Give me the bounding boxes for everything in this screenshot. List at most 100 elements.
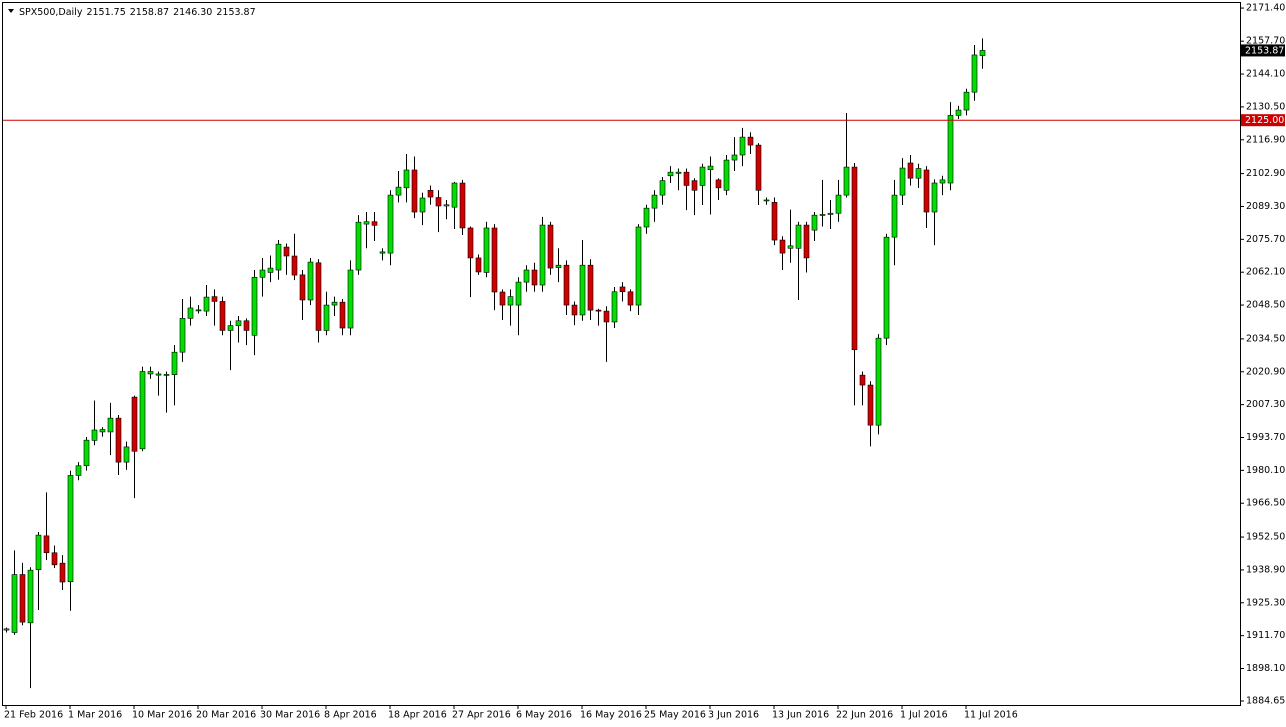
candle	[947, 102, 954, 191]
candle-body	[251, 276, 258, 336]
plot-frame	[2, 2, 1241, 706]
candle	[571, 301, 578, 326]
candle	[187, 296, 194, 326]
candle	[827, 199, 834, 229]
candle-body	[411, 169, 418, 213]
candle-body	[155, 373, 162, 376]
menu-arrow[interactable]	[8, 9, 14, 13]
candle-body	[715, 179, 722, 189]
x-tick-label: 6 May 2016	[516, 710, 572, 721]
candle-body	[779, 239, 786, 254]
candle	[83, 437, 90, 471]
candle-body	[475, 257, 482, 273]
candle	[659, 176, 666, 205]
candle	[19, 562, 26, 626]
candle-body	[451, 182, 458, 208]
x-tick-label: 11 Jul 2016	[964, 710, 1018, 721]
y-tick-label: 1993.70	[1246, 432, 1285, 443]
candle	[843, 112, 850, 198]
candle	[867, 381, 874, 447]
candle	[587, 259, 594, 321]
candle-body	[875, 337, 882, 426]
candle-body	[259, 269, 266, 278]
candle-body	[491, 227, 498, 293]
candle	[355, 215, 362, 275]
candle-body	[267, 267, 274, 273]
x-tick-label: 16 May 2016	[580, 710, 642, 721]
y-tick-label: 2007.30	[1246, 399, 1285, 410]
candle-body	[971, 54, 978, 93]
candle-body	[35, 534, 42, 570]
candle	[795, 221, 802, 300]
y-tick-label: 2089.30	[1246, 201, 1285, 212]
candle	[899, 158, 906, 206]
candle	[707, 156, 714, 215]
candle-body	[435, 197, 442, 207]
candle-body	[307, 261, 314, 301]
x-tick-label: 3 Jun 2016	[708, 710, 759, 721]
candle-body	[803, 224, 810, 259]
candle-body	[851, 166, 858, 351]
candle-body	[979, 50, 986, 56]
candle	[3, 627, 10, 633]
candle-body	[3, 628, 10, 631]
candle	[619, 282, 626, 302]
candle	[883, 233, 890, 346]
candle	[435, 190, 442, 233]
candle	[547, 221, 554, 275]
header-high: 2158.87	[130, 7, 169, 18]
candle-body	[379, 251, 386, 254]
candle-body	[323, 304, 330, 331]
candle	[275, 240, 282, 280]
header-close: 2153.87	[216, 7, 255, 18]
candle-body	[835, 194, 842, 214]
candle	[403, 154, 410, 203]
y-tick-label: 1952.50	[1246, 532, 1285, 543]
candle	[155, 371, 162, 396]
candle-body	[459, 182, 466, 229]
y-tick-label: 2102.90	[1246, 168, 1285, 179]
candle	[675, 168, 682, 191]
candle-body	[171, 351, 178, 375]
candle-body	[539, 224, 546, 286]
candle-body	[515, 281, 522, 306]
candle	[715, 178, 722, 200]
candle-body	[931, 182, 938, 213]
candle-body	[939, 179, 946, 184]
candle-body	[139, 371, 146, 450]
candle-body	[355, 221, 362, 271]
candle	[627, 289, 634, 312]
candle-body	[523, 269, 530, 283]
candle-body	[563, 264, 570, 306]
candle	[579, 240, 586, 321]
candle-body	[619, 286, 626, 293]
candle-body	[699, 166, 706, 186]
candle-body	[419, 197, 426, 213]
candle-body	[75, 465, 82, 476]
candle	[363, 212, 370, 249]
candle	[691, 178, 698, 216]
candle	[131, 395, 138, 499]
candle-body	[595, 309, 602, 312]
candle-body	[147, 371, 154, 375]
candle-body	[555, 264, 562, 268]
candle	[291, 233, 298, 281]
candle	[483, 221, 490, 278]
candle-body	[635, 226, 642, 306]
candle-body	[819, 214, 826, 216]
candle	[851, 162, 858, 406]
candle-body	[811, 214, 818, 231]
candle-body	[467, 227, 474, 259]
candle	[347, 260, 354, 336]
candle-body	[403, 169, 410, 189]
candle	[595, 308, 602, 326]
candle-body	[19, 574, 26, 623]
candle-body	[955, 109, 962, 116]
candle-body	[859, 374, 866, 386]
y-tick-label: 2116.90	[1246, 134, 1285, 145]
y-tick-label: 2048.50	[1246, 300, 1285, 311]
candle-body	[739, 136, 746, 156]
candle	[323, 291, 330, 336]
candle-body	[923, 169, 930, 213]
candle	[499, 289, 506, 321]
